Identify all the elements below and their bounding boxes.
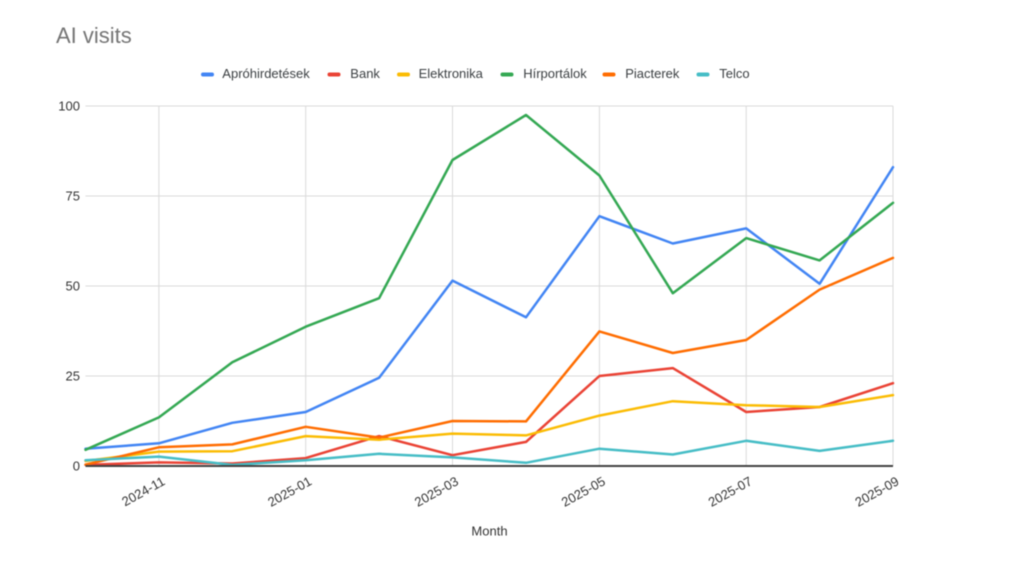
svg-text:75: 75 xyxy=(66,189,80,204)
svg-text:Month: Month xyxy=(471,524,507,539)
svg-text:Telco: Telco xyxy=(719,66,749,81)
svg-text:AI visits: AI visits xyxy=(56,23,132,48)
svg-text:50: 50 xyxy=(66,279,80,294)
svg-text:Hírportálok: Hírportálok xyxy=(523,66,587,81)
svg-text:25: 25 xyxy=(66,369,80,384)
svg-text:Piacterek: Piacterek xyxy=(625,66,680,81)
svg-text:100: 100 xyxy=(58,99,80,114)
svg-text:Apróhirdetések: Apróhirdetések xyxy=(222,66,310,81)
svg-text:0: 0 xyxy=(73,459,80,474)
svg-text:Bank: Bank xyxy=(350,66,380,81)
svg-text:Elektronika: Elektronika xyxy=(419,66,484,81)
